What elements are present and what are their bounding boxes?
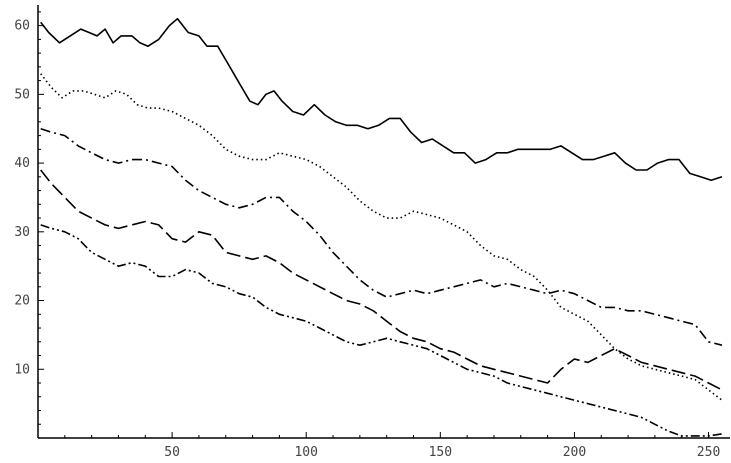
tick-labels: 50 100 150 200 250 10 20 30 40 50 60 [14,19,720,460]
x-tick-label: 100 [294,445,317,460]
axes [37,5,730,439]
y-tick-label: 10 [14,362,30,377]
x-tick-label: 150 [429,445,452,460]
x-tick-label: 50 [164,445,180,460]
series-layer [40,17,723,437]
y-tick-label: 40 [14,156,30,171]
series-3-line [40,127,723,346]
series-2-line [40,73,723,401]
y-tick-label: 50 [14,87,30,102]
x-tick-label: 250 [697,445,720,460]
x-tick-label: 200 [563,445,586,460]
series-1-line [40,17,723,182]
series-5-line [40,224,723,437]
y-tick-label: 60 [14,19,30,34]
series-4-line [40,169,723,391]
y-tick-label: 30 [14,225,30,240]
y-tick-label: 20 [14,294,30,309]
